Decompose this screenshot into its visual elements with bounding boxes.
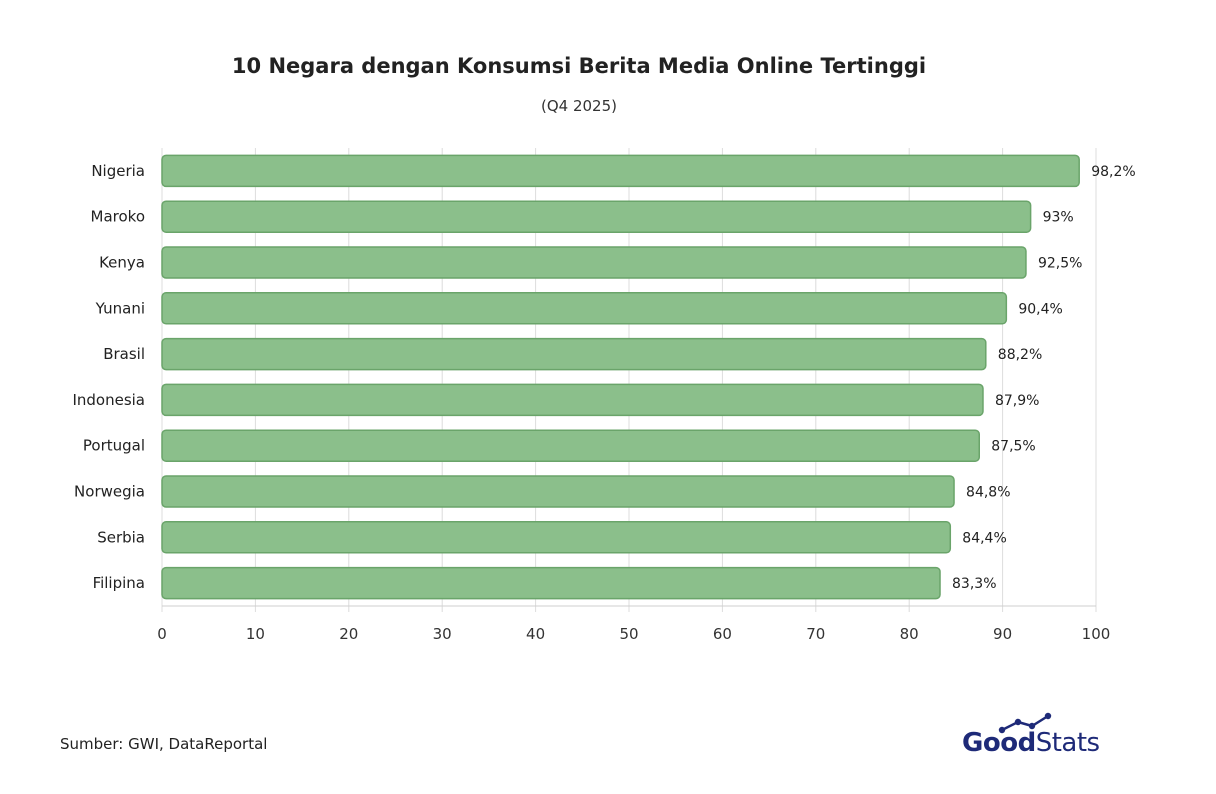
chart-subtitle: (Q4 2025) [541,97,617,115]
trend-line-icon [998,712,1052,734]
category-label: Kenya [99,254,145,272]
bar-nigeria [161,154,1080,188]
bar-norwegia [161,475,955,508]
value-label: 87,9% [995,393,1039,409]
category-label: Yunani [95,299,145,317]
x-tick-label: 40 [526,625,545,643]
chart-title: 10 Negara dengan Konsumsi Berita Media O… [231,54,927,78]
bar-brasil [161,337,987,371]
bar-portugal [161,429,980,462]
x-tick-label: 10 [246,625,265,643]
category-label: Filipina [93,574,145,592]
bar-filipina [161,566,941,600]
x-tick-label: 60 [713,625,732,643]
value-label: 98,2% [1091,164,1135,180]
value-label: 93% [1043,210,1074,226]
category-label: Portugal [83,437,145,455]
category-label: Maroko [91,208,145,226]
logo-good: Good [962,728,1036,758]
category-labels: Nigeria Maroko Kenya Yunani Brasil Indonesia P… [72,162,145,592]
category-label: Indonesia [72,391,145,409]
value-label: 84,8% [966,485,1010,501]
value-labels: 98,2% 93% 92,5% 90,4% 88,2% 87,9% 87,5% 84,8% 84… [952,164,1136,592]
category-label: Nigeria [91,162,145,180]
logo-stats: Stats [1035,728,1100,758]
x-tick-label: 100 [1082,625,1111,643]
x-tick-label: 70 [806,625,825,643]
bar-maroko [161,200,1032,233]
x-tick-labels: 0 10 20 30 40 50 60 70 80 90 100 [157,625,1110,643]
category-label: Norwegia [74,483,145,501]
value-label: 87,5% [991,439,1035,455]
value-label: 83,3% [952,576,996,592]
goodstats-logo: GoodStats [960,712,1110,762]
bar-indonesia [161,383,984,417]
x-tick-label: 90 [993,625,1012,643]
x-tick-label: 20 [339,625,358,643]
category-label: Brasil [103,345,145,363]
x-tick-label: 50 [619,625,638,643]
bar-chart: Nigeria Maroko Kenya Yunani Brasil Indonesia P… [72,148,1136,643]
bar-kenya [161,246,1027,279]
category-label: Serbia [97,528,145,546]
value-label: 90,4% [1018,301,1062,317]
x-tick-label: 0 [157,625,167,643]
value-label: 92,5% [1038,256,1082,272]
bar-serbia [161,521,952,554]
bars [161,154,1080,600]
source-note: Sumber: GWI, DataReportal [60,735,268,753]
value-label: 88,2% [998,347,1042,363]
x-tick-label: 80 [900,625,919,643]
bar-yunani [161,292,1008,325]
value-label: 84,4% [962,530,1006,546]
x-tick-label: 30 [433,625,452,643]
